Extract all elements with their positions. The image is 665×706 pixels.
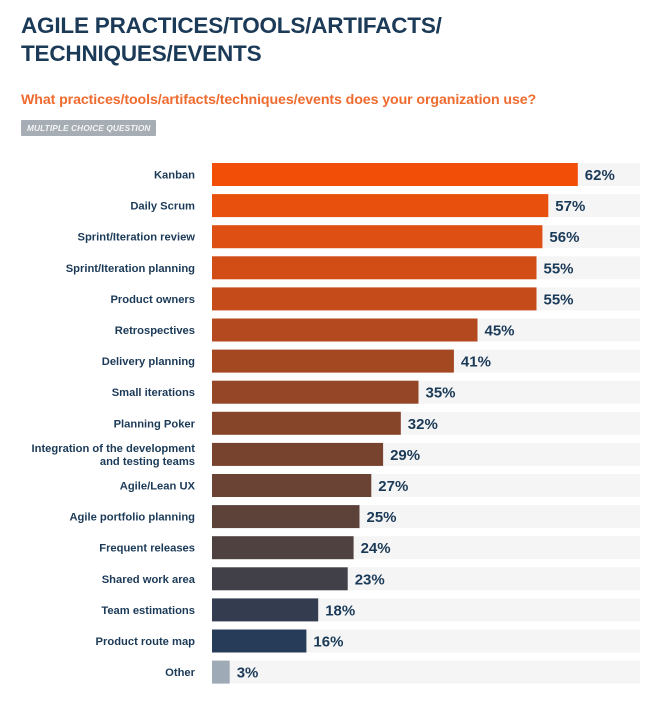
value-label: 56% bbox=[549, 229, 579, 246]
bar-row: Kanban 62% bbox=[154, 163, 640, 186]
bar-row: Planning Poker 32% bbox=[114, 411, 640, 435]
category-label-line: and testing teams bbox=[100, 456, 195, 468]
bar bbox=[212, 411, 401, 435]
bar bbox=[212, 629, 307, 653]
value-label: 18% bbox=[325, 602, 355, 619]
value-label: 55% bbox=[544, 260, 574, 277]
bar bbox=[212, 567, 348, 591]
category-label: Other bbox=[165, 667, 195, 679]
bar-row: Agile/Lean UX 27% bbox=[120, 474, 640, 497]
bar-row: Delivery planning 41% bbox=[102, 349, 640, 373]
category-label: Product route map bbox=[96, 636, 196, 648]
category-label: Sprint/Iteration review bbox=[78, 232, 196, 244]
question-text: What practices/tools/artifacts/technique… bbox=[21, 92, 537, 108]
bar bbox=[212, 442, 384, 466]
value-label: 23% bbox=[355, 571, 385, 588]
bar bbox=[212, 598, 319, 622]
bar-row: Frequent releases 24% bbox=[99, 536, 640, 560]
value-label: 57% bbox=[555, 198, 585, 215]
category-label: Agile/Lean UX bbox=[120, 481, 196, 493]
page-title: AGILE PRACTICES/TOOLS/ARTIFACTS/ TECHNIQ… bbox=[21, 12, 621, 68]
category-label: Sprint/Iteration planning bbox=[66, 263, 195, 275]
category-label: Shared work area bbox=[102, 574, 196, 586]
category-label: Agile portfolio planning bbox=[69, 512, 195, 524]
value-label: 24% bbox=[361, 540, 391, 557]
bar bbox=[212, 163, 578, 186]
bar-row: Product owners 55% bbox=[110, 287, 640, 311]
bar bbox=[212, 536, 354, 560]
category-label: Kanban bbox=[154, 170, 195, 182]
category-label: Planning Poker bbox=[114, 418, 196, 430]
bar-row: Daily Scrum 57% bbox=[130, 194, 640, 218]
value-label: 41% bbox=[461, 354, 491, 371]
bar bbox=[212, 380, 419, 404]
value-label: 35% bbox=[426, 385, 456, 402]
bar-track bbox=[212, 598, 640, 622]
bar bbox=[212, 256, 537, 280]
category-label: Team estimations bbox=[101, 605, 195, 617]
bar-row: Other 3% bbox=[165, 660, 640, 684]
bar bbox=[212, 194, 549, 218]
bar-row: Agile portfolio planning 25% bbox=[69, 505, 640, 529]
value-label: 3% bbox=[237, 665, 259, 682]
category-label: Delivery planning bbox=[102, 356, 195, 368]
value-label: 45% bbox=[485, 323, 515, 340]
category-label-line: Integration of the development bbox=[32, 443, 196, 455]
title-line-1: AGILE PRACTICES/TOOLS/ARTIFACTS/ bbox=[21, 13, 442, 38]
value-label: 16% bbox=[313, 634, 343, 651]
bar-row: Product route map 16% bbox=[96, 629, 640, 653]
category-label: Integration of the development and testin… bbox=[32, 443, 196, 468]
category-label: Small iterations bbox=[112, 387, 195, 399]
value-label: 29% bbox=[390, 447, 420, 464]
bar bbox=[212, 349, 454, 373]
category-label: Daily Scrum bbox=[130, 201, 195, 213]
bar-track bbox=[212, 629, 640, 653]
category-label: Retrospectives bbox=[115, 325, 195, 337]
category-label: Product owners bbox=[110, 294, 195, 306]
title-line-2: TECHNIQUES/EVENTS bbox=[21, 41, 262, 66]
bar-row: Integration of the development and testin… bbox=[32, 442, 640, 468]
bar bbox=[212, 660, 230, 684]
bar-row: Sprint/Iteration planning 55% bbox=[66, 256, 640, 280]
category-label: Frequent releases bbox=[99, 543, 195, 555]
value-label: 32% bbox=[408, 416, 438, 433]
bar bbox=[212, 318, 478, 342]
bar bbox=[212, 225, 543, 249]
bar-row: Small iterations 35% bbox=[112, 380, 640, 404]
bar-row: Sprint/Iteration review 56% bbox=[78, 225, 640, 249]
bar bbox=[212, 474, 372, 497]
value-label: 27% bbox=[378, 478, 408, 495]
value-label: 55% bbox=[544, 291, 574, 308]
value-label: 25% bbox=[367, 509, 397, 526]
bar-row: Team estimations 18% bbox=[101, 598, 640, 622]
question-type-badge: MULTIPLE CHOICE QUESTION bbox=[21, 120, 157, 136]
bar-track bbox=[212, 660, 640, 684]
bar bbox=[212, 287, 537, 311]
bar bbox=[212, 505, 360, 529]
value-label: 62% bbox=[585, 167, 615, 184]
bar-row: Shared work area 23% bbox=[102, 567, 640, 591]
bar-row: Retrospectives 45% bbox=[115, 318, 640, 342]
